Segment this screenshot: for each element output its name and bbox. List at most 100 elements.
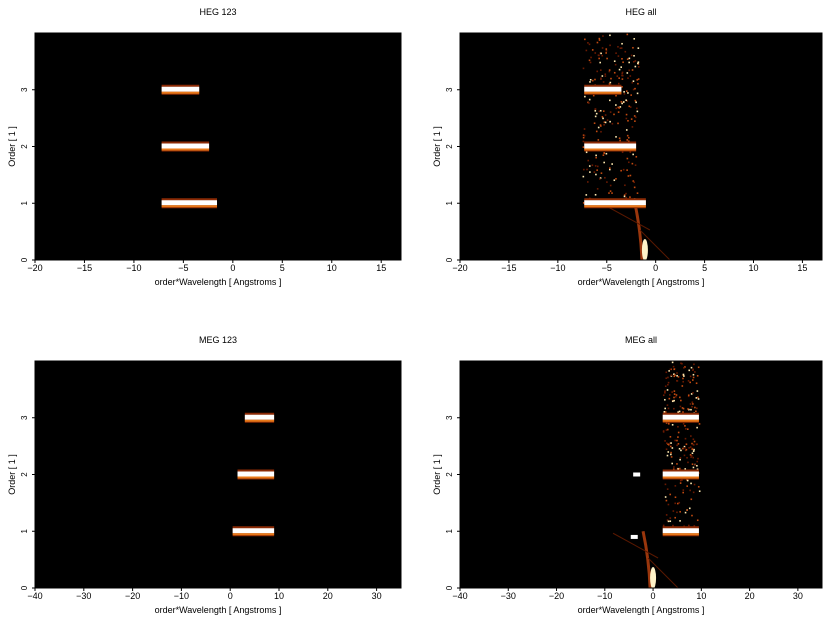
- x-axis-label: order*Wavelength [ Angstroms ]: [578, 277, 705, 287]
- speckle: [604, 75, 607, 77]
- speckle: [697, 398, 700, 400]
- speckle: [696, 464, 698, 467]
- speckle: [594, 165, 597, 167]
- speckle: [596, 70, 599, 73]
- speckle: [664, 390, 666, 392]
- speckle: [583, 168, 585, 171]
- speckle: [583, 134, 586, 137]
- speckle: [674, 496, 677, 499]
- speckle: [665, 448, 668, 451]
- speckle: [594, 78, 596, 81]
- x-tick-label: 15: [376, 263, 386, 273]
- speckle: [697, 396, 699, 399]
- y-tick-label: 0: [20, 585, 29, 590]
- speckle: [695, 410, 697, 413]
- speckle: [678, 501, 681, 504]
- speckle: [610, 77, 612, 80]
- speckle: [666, 454, 669, 457]
- speckle: [605, 48, 608, 50]
- speckle: [633, 186, 636, 189]
- speckle: [592, 94, 595, 97]
- speckle: [669, 368, 672, 371]
- speckle: [589, 78, 592, 81]
- speckle: [693, 440, 696, 443]
- speckle: [633, 115, 636, 117]
- band-core: [584, 200, 646, 206]
- x-tick-label: 10: [274, 591, 284, 601]
- speckle: [676, 463, 678, 465]
- speckle: [662, 524, 665, 527]
- speckle: [609, 81, 612, 84]
- plot-area: [460, 361, 822, 588]
- speckle: [673, 390, 676, 392]
- speckle: [666, 488, 669, 490]
- speckle: [691, 514, 693, 517]
- speckle: [692, 368, 694, 371]
- x-tick-label: 0: [651, 591, 656, 601]
- band-edge: [584, 148, 637, 151]
- speckle: [664, 407, 666, 410]
- speckle: [617, 106, 620, 109]
- speckle: [684, 511, 687, 514]
- speckle: [593, 122, 596, 125]
- speckle: [673, 407, 675, 410]
- speckle: [628, 69, 631, 72]
- speckle: [615, 104, 617, 106]
- speckle: [637, 66, 640, 68]
- speckle: [692, 403, 694, 405]
- speckle: [674, 502, 677, 505]
- order-band: [584, 141, 637, 152]
- speckle: [682, 373, 685, 376]
- speckle: [629, 196, 631, 198]
- speckle: [586, 168, 588, 171]
- speckle: [668, 370, 670, 372]
- speckle: [627, 92, 629, 94]
- diagonal-streak: [647, 557, 679, 588]
- speckle: [635, 101, 637, 104]
- speckle: [696, 374, 699, 377]
- speckle: [637, 78, 640, 80]
- speckle: [595, 130, 598, 133]
- x-tick-label: 0: [653, 263, 658, 273]
- speckle: [603, 152, 606, 154]
- speckle: [696, 443, 698, 445]
- speckle: [609, 184, 612, 187]
- speckle: [631, 69, 634, 71]
- speckle: [601, 54, 604, 57]
- speckle: [676, 439, 678, 442]
- speckle: [621, 86, 623, 88]
- speckle: [662, 431, 665, 433]
- speckle: [664, 496, 667, 498]
- x-tick-label: 20: [745, 591, 755, 601]
- speckle: [633, 181, 636, 184]
- speckle: [594, 193, 597, 196]
- speckle: [683, 366, 685, 369]
- speckle: [671, 462, 673, 465]
- speckle: [588, 59, 591, 62]
- speckle: [671, 424, 674, 426]
- speckle: [587, 42, 589, 44]
- speckle: [685, 448, 688, 451]
- speckle: [630, 118, 633, 120]
- speckle: [675, 394, 678, 396]
- speckle: [678, 447, 681, 450]
- band-edge: [161, 148, 210, 151]
- speckle: [682, 447, 684, 450]
- speckle: [620, 66, 623, 68]
- speckle: [672, 468, 675, 471]
- speckle: [687, 408, 689, 410]
- y-tick-label: 2: [20, 472, 29, 477]
- speckle: [618, 68, 621, 71]
- speckle: [677, 443, 680, 445]
- speckle: [582, 136, 585, 139]
- speckle: [618, 77, 620, 79]
- speckle: [665, 371, 668, 374]
- speckle: [595, 156, 597, 159]
- y-tick-label: 2: [445, 144, 454, 149]
- zero-order-core: [650, 567, 657, 588]
- speckle: [636, 110, 639, 113]
- speckle: [627, 140, 630, 143]
- speckle: [621, 42, 623, 45]
- speckle: [599, 61, 601, 64]
- y-tick-label: 2: [20, 144, 29, 149]
